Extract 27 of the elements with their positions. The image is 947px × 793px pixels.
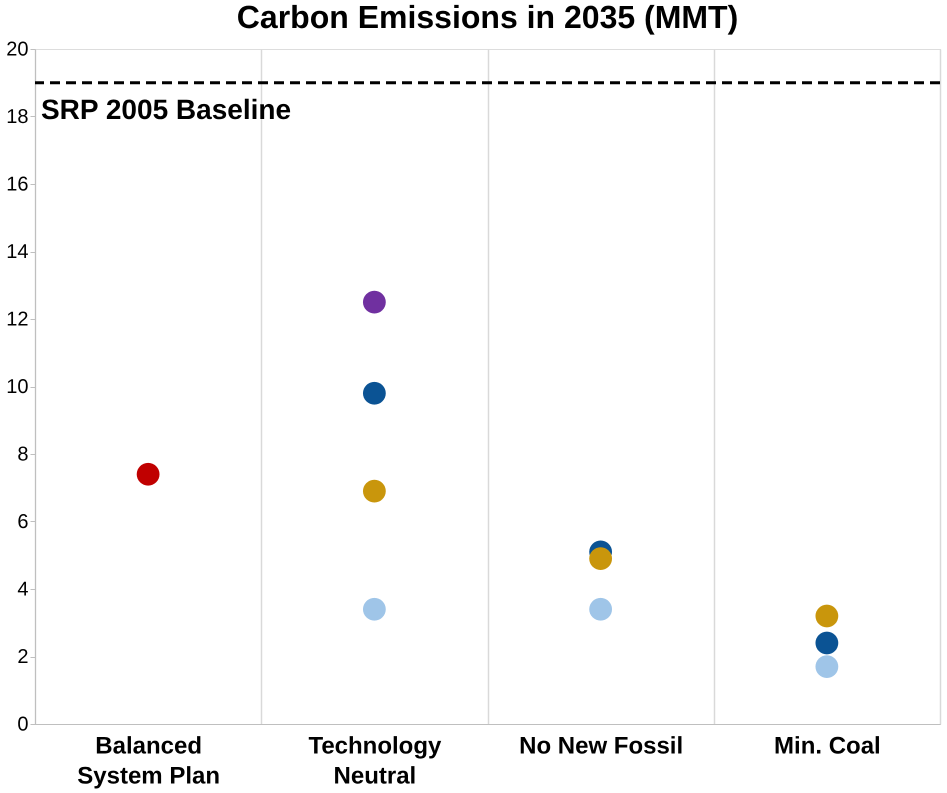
y-tick-label: 12 [6,308,28,330]
point [136,462,160,486]
point [362,290,386,314]
y-tick-label: 20 [6,38,28,60]
y-tick-label: 6 [17,511,28,533]
y-tick-label: 4 [17,578,28,600]
y-tick-label: 14 [6,241,28,263]
point [589,547,612,570]
y-tick-label: 16 [6,174,28,196]
y-tick-label: 10 [6,376,28,398]
chart-title: Carbon Emissions in 2035 (MMT) [236,0,738,35]
x-tick-label: Technology Neutral [308,732,442,790]
point [815,604,838,628]
y-tick-label: 18 [6,106,28,128]
y-tick-label: 0 [17,714,28,736]
y-tick-label: 8 [17,444,28,466]
point [815,632,838,654]
ref-line-label: SRP 2005 Baseline [41,94,292,125]
point [362,480,386,503]
point [362,382,386,405]
x-tick-label: Balanced System Plan [77,732,220,790]
point [815,655,838,678]
point [589,598,612,621]
y-tick-label: 2 [17,646,28,668]
point [362,598,386,621]
x-tick-label: Min. Coal [774,732,881,760]
x-tick-label: No New Fossil [519,732,684,760]
